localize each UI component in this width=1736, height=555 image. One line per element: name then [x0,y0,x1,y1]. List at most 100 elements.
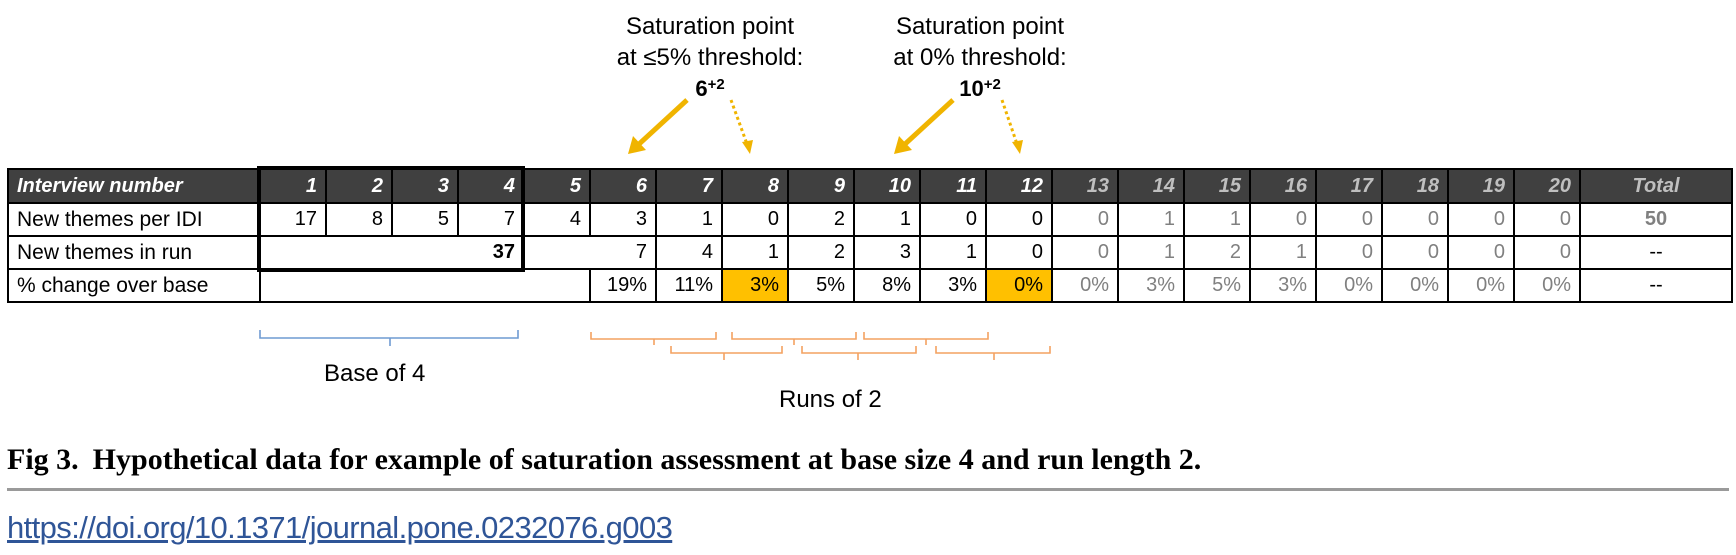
table-cell: 1 [721,235,789,270]
header-col: 2 [325,168,393,204]
annotation-0pct-line2: at 0% threshold: [893,44,1067,71]
arrow-solid-to-6 [628,98,689,154]
table-cell: 3 [589,202,657,237]
table-cell: 4 [523,202,591,237]
empty-cell [259,268,591,303]
table-cell: 0 [1513,202,1581,237]
table-cell: 3% [1249,268,1317,303]
figure-caption: Fig 3. Hypothetical data for example of s… [7,443,1201,477]
table-cell: 0 [985,202,1053,237]
base-bracket [259,330,519,346]
header-col: 11 [919,168,987,204]
table-cell: 0% [1051,268,1119,303]
table-cell: 5% [1183,268,1251,303]
table-cell: 0 [1381,202,1449,237]
table-cell: 0 [1447,202,1515,237]
table-header-row: Interview number 1 2 3 4 5 6 7 8 9 10 11… [7,168,1733,204]
table-cell: 0 [1315,235,1383,270]
annotation-5pct-value: 6+2 [695,76,725,101]
table-cell: 3% [1117,268,1185,303]
total-cell: 50 [1579,202,1733,237]
runs-label: Runs of 2 [779,386,882,413]
header-col: 9 [787,168,855,204]
header-col: 8 [721,168,789,204]
row-label: New themes per IDI [7,202,261,237]
row-label: % change over base [7,268,261,303]
caption-divider [7,488,1729,491]
table-cell: 19% [589,268,657,303]
header-col: 12 [985,168,1053,204]
header-col: 18 [1381,168,1449,204]
arrow-solid-to-10 [894,98,955,154]
table-cell: 7 [590,235,657,270]
table-cell: 0 [1447,235,1515,270]
table-cell: 2 [787,202,855,237]
table-cell: 2 [1183,235,1251,270]
table-cell: 0 [721,202,789,237]
header-col: 17 [1315,168,1383,204]
header-col: 10 [853,168,921,204]
header-col: 14 [1117,168,1185,204]
header-total: Total [1579,168,1733,204]
table-cell: 0% [1513,268,1581,303]
run-brackets [590,332,1051,360]
annotation-5pct-line2: at ≤5% threshold: [616,44,804,71]
annotation-0pct-threshold: Saturation point at 0% threshold: 10+2 [870,11,1090,104]
table-cell: 5% [787,268,855,303]
table-cell: 7 [457,202,525,237]
arrow-dotted-to-8 [729,99,753,154]
header-col: 5 [523,168,591,204]
table-cell: 0% [1315,268,1383,303]
table-cell: 1 [919,235,987,270]
arrow-dotted-to-12 [1000,99,1023,154]
table-cell: 3% [919,268,987,303]
table-cell: 0% [1381,268,1449,303]
table-cell: 0 [1513,235,1581,270]
table-cell: 11% [655,268,723,303]
table-cell: 4 [655,235,723,270]
table-cell: 8 [325,202,393,237]
table-cell: 0 [1381,235,1449,270]
table-cell: 2 [787,235,855,270]
table-cell: 0 [1249,202,1317,237]
header-col: 6 [589,168,657,204]
highlight-cell: 3% [721,268,789,303]
table-cell: 0 [1315,202,1383,237]
table-cell: 1 [853,202,921,237]
header-col: 15 [1183,168,1251,204]
doi-link[interactable]: https://doi.org/10.1371/journal.pone.023… [7,510,673,545]
table-cell: 1 [1117,235,1185,270]
total-cell: -- [1579,235,1733,270]
table-cell: 0 [985,235,1053,270]
header-interview-number: Interview number [7,168,261,204]
table-row-new-themes-in-run: New themes in run 37 7 4 1 2 3 1 0 0 1 2… [7,235,1733,270]
header-col: 13 [1051,168,1119,204]
table-cell: 8% [853,268,921,303]
table-cell: 1 [655,202,723,237]
annotation-0pct-value: 10+2 [959,76,1001,101]
table-cell: 1 [1249,235,1317,270]
annotation-0pct-line1: Saturation point [895,13,1065,40]
header-col: 4 [457,168,525,204]
table-row-pct-change: % change over base 19% 11% 3% 5% 8% 3% 0… [7,268,1733,303]
table-cell: 5 [391,202,459,237]
table-cell: 0 [1051,235,1119,270]
header-col: 20 [1513,168,1581,204]
header-col: 7 [655,168,723,204]
table-cell: 1 [1183,202,1251,237]
figure-label: Fig 3. [7,443,79,476]
saturation-table: Interview number 1 2 3 4 5 6 7 8 9 10 11… [7,168,1733,303]
table-cell: 0% [1447,268,1515,303]
header-col: 16 [1249,168,1317,204]
total-cell: -- [1579,268,1733,303]
table-cell: 0 [919,202,987,237]
highlight-cell: 0% [985,268,1053,303]
table-cell: 0 [1051,202,1119,237]
annotation-5pct-threshold: Saturation point at ≤5% threshold: 6+2 [600,11,820,104]
annotation-5pct-line1: Saturation point [625,13,795,40]
base-outline [257,166,525,272]
header-col: 19 [1447,168,1515,204]
base-label: Base of 4 [324,360,426,387]
table-cell: 3 [853,235,921,270]
